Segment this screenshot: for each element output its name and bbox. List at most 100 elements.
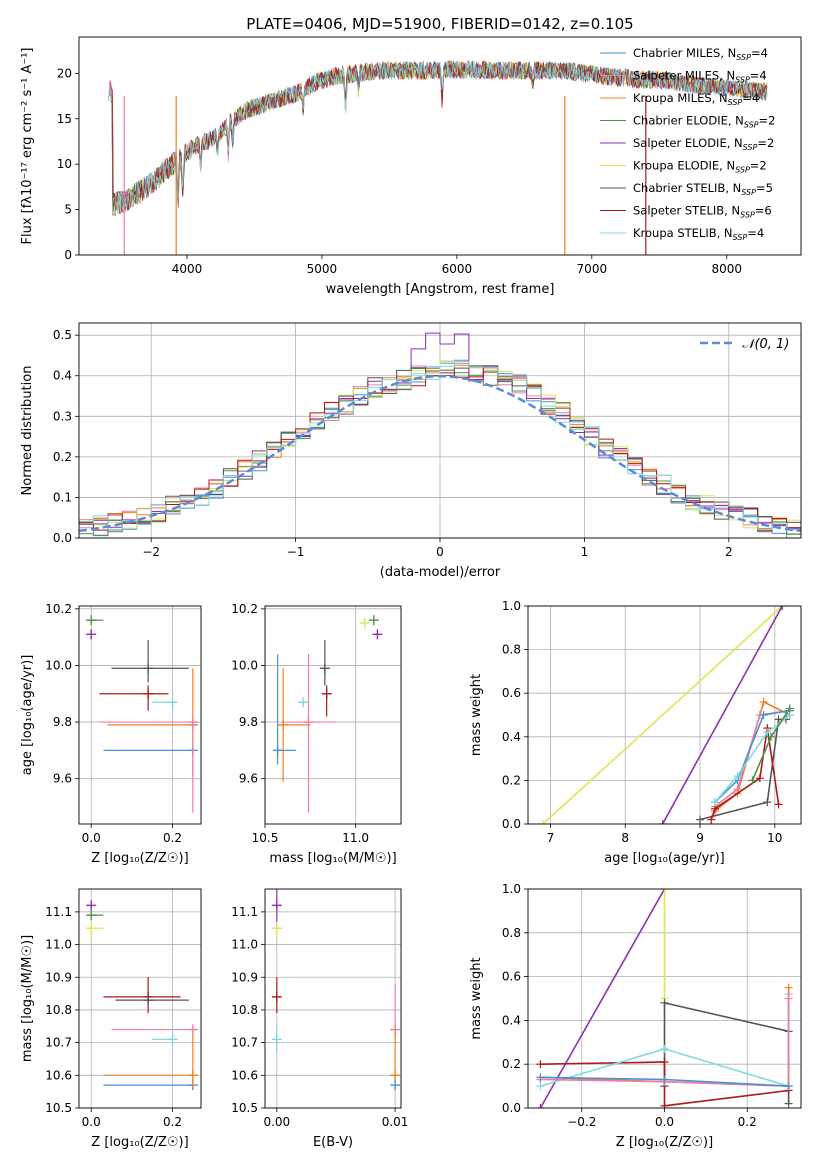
x-tick-label: 8000: [712, 262, 743, 276]
x-axis-label: Z [log₁₀(Z/Z☉)]: [91, 1135, 188, 1150]
y-tick-label: 0.2: [53, 450, 72, 464]
x-tick-label: 0.2: [738, 1115, 757, 1129]
x-tick-label: −1: [287, 545, 305, 559]
x-tick-label: 0.01: [382, 1115, 409, 1129]
y-tick-label: 10.2: [231, 602, 258, 616]
y-tick-label: 0.3: [53, 409, 72, 423]
weight-line: [542, 606, 783, 824]
y-tick-label: 10.6: [45, 1068, 72, 1082]
axes-frame: [78, 888, 202, 1109]
legend-entry: Salpeter MILES, NSSP=4: [633, 69, 767, 85]
y-tick-label: 0.0: [53, 531, 72, 545]
error-bar-point: [271, 923, 282, 939]
y-tick-label: 9.6: [53, 772, 72, 786]
y-axis-label: age [log₁₀(age/yr)]: [20, 655, 35, 776]
x-axis-label: E(B-V): [313, 1135, 353, 1150]
x-tick-label: 7: [547, 831, 555, 845]
error-bar-point: [359, 617, 370, 628]
plot-area: [271, 889, 401, 1091]
y-axis-label: mass weight: [469, 674, 484, 756]
legend-entry: Chabrier MILES, NSSP=4: [633, 46, 768, 62]
y-axis-label: Normed distribution: [20, 366, 35, 496]
y-tick-label: 10.5: [45, 1101, 72, 1115]
spectrum-line: [112, 60, 768, 215]
error-bar-point: [271, 889, 282, 922]
y-tick-label: 11.0: [231, 938, 258, 952]
axes-frame: [527, 605, 802, 825]
weight-line: [540, 998, 790, 1087]
x-axis-label: Z [log₁₀(Z/Z☉)]: [91, 851, 188, 866]
panel-weight_vs_z: −0.2 0.0 0.2 0.0 0.2 0.4 0.6 0.8 1.0 Z [log₁₀(Z/Z…: [469, 882, 802, 1150]
y-tick-label: 0: [64, 248, 72, 262]
x-axis-label: wavelength [Angstrom, rest frame]: [326, 282, 555, 297]
x-tick-label: 0.0: [655, 1115, 674, 1129]
y-tick-label: 1.0: [502, 599, 521, 613]
legend: 𝒩(0, 1): [700, 337, 789, 352]
x-tick-label: 5000: [307, 262, 338, 276]
y-tick-label: 0.0: [502, 817, 521, 831]
y-tick-label: 10.0: [231, 658, 258, 672]
legend-entry: Salpeter STELIB, NSSP=6: [633, 204, 772, 220]
weight-line: [714, 709, 790, 803]
y-tick-label: 0.4: [502, 730, 521, 744]
error-bar-point: [86, 629, 97, 640]
error-bar-point: [86, 615, 104, 626]
legend-entry: 𝒩(0, 1): [742, 337, 789, 352]
x-tick-label: −0.2: [567, 1115, 596, 1129]
x-tick-label: 11.0: [342, 831, 369, 845]
error-bar-point: [103, 1080, 198, 1091]
error-bar-point: [281, 654, 336, 813]
plot-area: [272, 615, 383, 813]
legend-entry: Kroupa STELIB, NSSP=4: [633, 226, 764, 242]
plot-area: [86, 900, 198, 1091]
plot-area: [538, 606, 794, 824]
y-tick-label: 9.8: [53, 715, 72, 729]
y-tick-label: 0.2: [502, 773, 521, 787]
figure-title: PLATE=0406, MJD=51900, FIBERID=0142, z=0…: [246, 15, 633, 33]
y-tick-label: 10.8: [231, 1003, 258, 1017]
axes-frame: [78, 36, 802, 256]
y-tick-label: 1.0: [502, 882, 521, 896]
error-bar-point: [99, 717, 198, 813]
y-tick-label: 0.8: [502, 643, 521, 657]
x-tick-label: 1: [581, 545, 589, 559]
weight-line: [661, 606, 784, 824]
legend-entry: Kroupa MILES, NSSP=4: [633, 91, 759, 107]
plot-area: [536, 889, 793, 1108]
error-bar-point: [152, 1026, 178, 1053]
y-tick-label: 10.6: [231, 1068, 258, 1082]
x-axis-label: age [log₁₀(age/yr)]: [604, 851, 725, 866]
y-tick-label: 15: [57, 112, 72, 126]
error-bar-point: [115, 995, 189, 1006]
y-tick-label: 10.5: [231, 1101, 258, 1115]
x-tick-label: 0.00: [263, 1115, 290, 1129]
x-tick-label: 0: [436, 545, 444, 559]
x-tick-label: 2: [725, 545, 733, 559]
panel-weight_vs_age: 7 8 9 10 0.0 0.2 0.4 0.6 0.8 1.0 age [log₁₀(age/yr…: [469, 599, 802, 866]
y-tick-label: 11.0: [45, 938, 72, 952]
y-tick-label: 10.2: [45, 602, 72, 616]
legend-entry: Salpeter ELODIE, NSSP=2: [633, 136, 774, 152]
y-tick-label: 0.1: [53, 490, 72, 504]
error-bar-point: [390, 1080, 401, 1091]
x-tick-label: 7000: [577, 262, 608, 276]
y-tick-label: 10.7: [45, 1036, 72, 1050]
error-bar-point: [152, 697, 178, 717]
x-tick-label: −2: [142, 545, 160, 559]
axes-frame: [264, 888, 402, 1109]
error-bar-point: [111, 1024, 198, 1035]
panel-residuals: −2 −1 0 1 2 0.0 0.1 0.2 0.3 0.4 0.5 (data-model)/er…: [20, 322, 802, 580]
y-tick-label: 10.9: [231, 970, 258, 984]
legend: Chabrier MILES, NSSP=4 Salpeter MILES, NS…: [600, 46, 775, 242]
error-bar-point: [86, 910, 104, 921]
normal-curve: [79, 374, 801, 533]
y-tick-label: 10.7: [231, 1036, 258, 1050]
y-tick-label: 0.6: [502, 686, 521, 700]
error-bar-point: [368, 615, 379, 626]
histogram-step: [79, 361, 801, 538]
error-bar-point: [99, 685, 169, 711]
axes-frame: [264, 605, 402, 825]
y-tick-label: 10.0: [45, 658, 72, 672]
